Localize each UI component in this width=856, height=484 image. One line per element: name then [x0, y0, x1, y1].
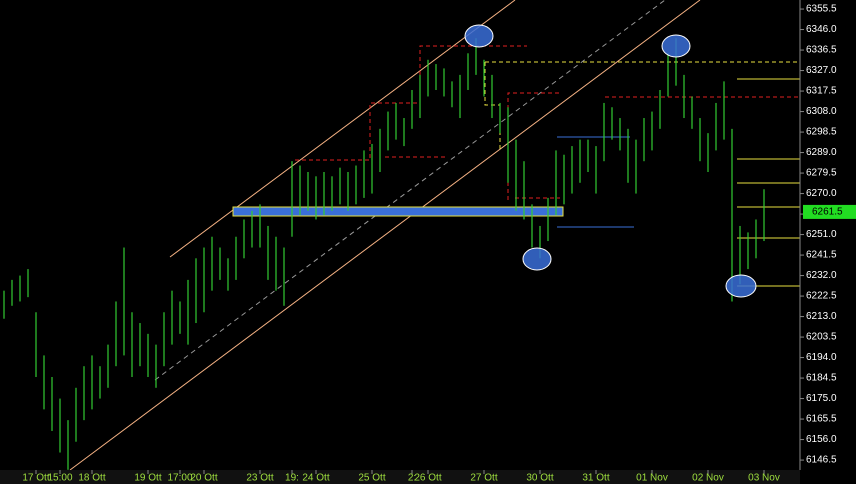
annotations — [69, 0, 800, 471]
x-tick-label: 30 Ott — [526, 473, 553, 484]
y-tick-label: 6355.5 — [806, 4, 837, 15]
y-tick-label: 6194.0 — [806, 352, 837, 363]
y-tick-label: 6241.5 — [806, 250, 837, 261]
y-tick-label: 6146.5 — [806, 455, 837, 466]
y-tick-label: 6308.0 — [806, 106, 837, 117]
y-tick-label: 6165.5 — [806, 414, 837, 425]
x-tick-label: 02 Nov — [692, 473, 724, 484]
x-tick-label: 03 Nov — [748, 473, 780, 484]
y-tick-label: 6222.5 — [806, 291, 837, 302]
blue-lines — [557, 136, 634, 228]
y-tick-label: 6175.0 — [806, 393, 837, 404]
y-tick-label: 6279.5 — [806, 168, 837, 179]
high-marker — [464, 24, 494, 48]
low-marker — [725, 274, 757, 298]
markers — [464, 24, 757, 298]
support-band — [232, 206, 564, 217]
x-tick-label: 23 Ott — [246, 473, 273, 484]
y-tick-label: 6184.5 — [806, 373, 837, 384]
channel-lower — [69, 0, 701, 471]
last-price-box — [803, 204, 856, 219]
x-tick-label: 15:00 — [47, 473, 72, 484]
x-tick-label: 27 Ott — [470, 473, 497, 484]
axis-area — [800, 0, 856, 484]
x-tick-label: 01 Nov — [636, 473, 668, 484]
x-tick-label: 26 Ott — [414, 473, 441, 484]
resistance-lines — [295, 45, 800, 200]
x-tick-label: 24 Ott — [302, 473, 329, 484]
y-tick-label: 6203.5 — [806, 332, 837, 343]
yellow-levels — [737, 78, 800, 287]
y-tick-label: 6251.0 — [806, 229, 837, 240]
y-tick-label: 6298.5 — [806, 127, 837, 138]
y-tick-label: 6289.0 — [806, 147, 837, 158]
x-tick-label: 2: — [408, 473, 416, 484]
y-tick-label: 6270.0 — [806, 188, 837, 199]
y-tick-label: 6156.0 — [806, 434, 837, 445]
x-tick-label: 17:00 — [167, 473, 192, 484]
low-marker — [522, 247, 552, 271]
x-tick-label: 25 Ott — [358, 473, 385, 484]
x-tick-label: 20 Ott — [190, 473, 217, 484]
x-tick-label: 17 Ott — [22, 473, 49, 484]
channel-upper — [169, 0, 516, 258]
x-axis-area — [0, 470, 800, 484]
y-tick-label: 6317.5 — [806, 86, 837, 97]
last-price-label: 6261.5 — [812, 207, 843, 218]
high-marker — [661, 34, 691, 58]
x-tick-label: 18 Ott — [78, 473, 105, 484]
x-tick-label: 19 Ott — [134, 473, 161, 484]
y-tick-label: 6232.0 — [806, 270, 837, 281]
x-tick-label: 31 Ott — [582, 473, 609, 484]
channel-mid — [154, 0, 666, 381]
x-tick-label: 19: — [285, 473, 299, 484]
plot — [3, 38, 765, 470]
y-tick-label: 6327.0 — [806, 65, 837, 76]
y-tick-label: 6213.0 — [806, 311, 837, 322]
y-tick-label: 6336.5 — [806, 45, 837, 56]
y-tick-label: 6346.0 — [806, 24, 837, 35]
